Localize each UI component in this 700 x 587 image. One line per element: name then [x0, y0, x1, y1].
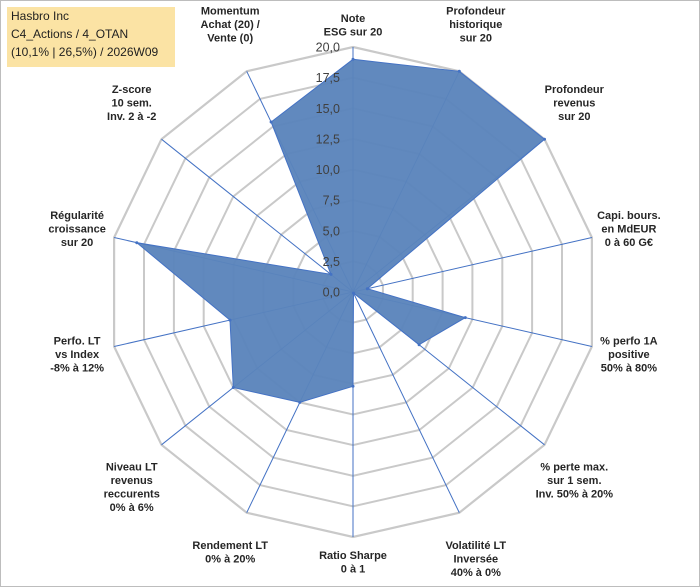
tick-label: 10,0: [316, 163, 340, 177]
data-point: [329, 272, 333, 276]
axis-label: Volatilité LT Inversée 40% à 0%: [445, 540, 506, 579]
data-point: [269, 120, 273, 124]
axis-label: Capi. bours. en MdEUR 0 à 60 G€: [597, 210, 661, 249]
axis-label: % perte max. sur 1 sem. Inv. 50% à 20%: [536, 461, 614, 500]
data-point: [352, 291, 355, 295]
axis-label: Régularité croissance sur 20: [48, 210, 105, 249]
radar-spoke: [352, 237, 593, 293]
data-point: [231, 386, 235, 389]
tick-label: 5,0: [323, 224, 340, 238]
axis-label: Niveau LT revenus reccurents 0% à 6%: [104, 461, 160, 514]
data-point: [298, 400, 302, 404]
data-point: [351, 57, 355, 61]
radar-series: [135, 57, 546, 404]
tick-label: 0,0: [323, 286, 340, 300]
axis-label: Momentum Achat (20) / Vente (0): [201, 6, 260, 45]
tick-label: 7,5: [323, 194, 340, 208]
radar-spoke: [161, 138, 354, 293]
data-point: [135, 241, 139, 245]
axis-labels: Note ESG sur 20 Profondeur historique sur 20…: [48, 6, 660, 580]
tick-label: 20,0: [316, 41, 340, 55]
axis-label: Z-score 10 sem. Inv. 2 à -2: [107, 84, 156, 123]
axis-label: Perfo. LT vs Index -8% à 12%: [50, 336, 104, 375]
tick-label: 17,5: [316, 71, 340, 85]
radar-spoke: [352, 291, 460, 513]
axis-label: Rendement LT 0% à 20%: [192, 540, 268, 566]
axis-label: Note ESG sur 20: [324, 13, 383, 39]
chart-title-line-2: C4_Actions / 4_OTAN: [11, 27, 129, 41]
tick-label: 15,0: [316, 102, 340, 116]
radial-tick-labels: 0,0 2,5 5,0 7,5 10,0 12,5 15,0 17,5 20,0: [316, 41, 340, 300]
chart-title-line-3: (10,1% | 26,5%) / 2026W09: [11, 45, 159, 59]
data-point: [351, 384, 355, 388]
axis-label: Ratio Sharpe 0 à 1: [319, 550, 387, 576]
data-point: [365, 287, 369, 291]
tick-label: 2,5: [323, 255, 340, 269]
data-point: [463, 316, 467, 320]
data-point: [228, 318, 232, 322]
chart-title-line-1: Hasbro Inc: [11, 9, 70, 23]
chart-title-box: Hasbro Inc C4_Actions / 4_OTAN (10,1% | …: [7, 7, 175, 67]
data-point: [457, 69, 461, 73]
axis-label: Profondeur revenus sur 20: [545, 84, 605, 123]
data-point: [543, 137, 546, 141]
data-point: [417, 343, 421, 347]
axis-label: % perfo 1A positive 50% à 80%: [600, 336, 658, 375]
axis-label: Profondeur historique sur 20: [446, 6, 506, 45]
tick-label: 12,5: [316, 132, 340, 146]
